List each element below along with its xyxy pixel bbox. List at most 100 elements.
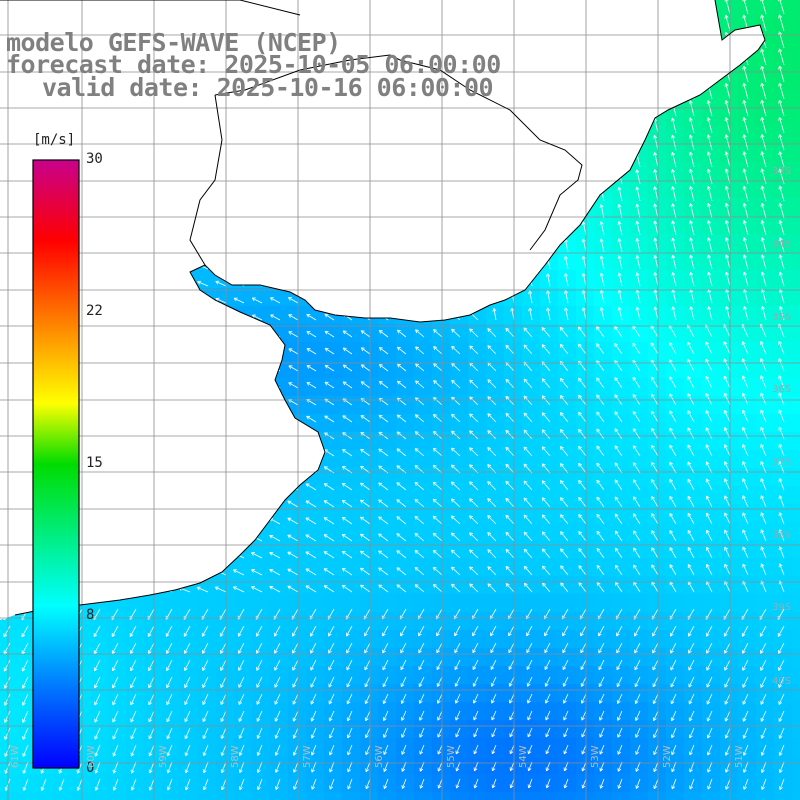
speed-cell	[684, 270, 703, 289]
speed-cell	[792, 540, 800, 559]
speed-cell	[414, 450, 433, 469]
speed-cell	[774, 684, 793, 703]
speed-cell	[792, 594, 800, 613]
speed-cell	[666, 324, 685, 343]
speed-cell	[432, 684, 451, 703]
speed-cell	[0, 774, 19, 793]
speed-cell	[504, 684, 523, 703]
speed-cell	[756, 72, 775, 91]
speed-cell	[450, 648, 469, 667]
speed-cell	[270, 756, 289, 775]
speed-cell	[630, 630, 649, 649]
speed-cell	[486, 702, 505, 721]
speed-cell	[450, 468, 469, 487]
speed-cell	[144, 594, 163, 613]
speed-cell	[396, 486, 415, 505]
speed-cell	[180, 792, 199, 800]
speed-cell	[558, 756, 577, 775]
speed-cell	[342, 756, 361, 775]
speed-cell	[234, 666, 253, 685]
speed-cell	[630, 468, 649, 487]
speed-cell	[738, 126, 757, 145]
speed-cell	[612, 288, 631, 307]
speed-cell	[594, 414, 613, 433]
speed-cell	[738, 0, 757, 19]
speed-cell	[522, 324, 541, 343]
speed-cell	[684, 648, 703, 667]
longitude-label: 52W	[662, 745, 673, 768]
speed-cell	[306, 792, 325, 800]
speed-cell	[162, 684, 181, 703]
speed-cell	[738, 342, 757, 361]
speed-cell	[558, 792, 577, 800]
speed-cell	[666, 684, 685, 703]
speed-cell	[792, 468, 800, 487]
speed-cell	[576, 414, 595, 433]
speed-cell	[360, 792, 379, 800]
speed-cell	[468, 324, 487, 343]
speed-cell	[792, 576, 800, 595]
speed-cell	[630, 486, 649, 505]
speed-cell	[738, 684, 757, 703]
speed-cell	[630, 504, 649, 523]
speed-cell	[576, 504, 595, 523]
speed-cell	[594, 360, 613, 379]
speed-cell	[684, 198, 703, 217]
speed-cell	[342, 360, 361, 379]
speed-cell	[666, 648, 685, 667]
speed-cell	[738, 270, 757, 289]
speed-cell	[270, 558, 289, 577]
speed-cell	[612, 666, 631, 685]
speed-cell	[522, 396, 541, 415]
speed-cell	[594, 666, 613, 685]
speed-cell	[612, 558, 631, 577]
speed-cell	[504, 396, 523, 415]
speed-cell	[324, 648, 343, 667]
speed-cell	[450, 756, 469, 775]
speed-cell	[324, 414, 343, 433]
speed-cell	[666, 396, 685, 415]
speed-cell	[720, 90, 739, 109]
speed-cell	[216, 630, 235, 649]
speed-cell	[630, 270, 649, 289]
speed-cell	[666, 576, 685, 595]
speed-cell	[252, 774, 271, 793]
speed-cell	[36, 774, 55, 793]
speed-cell	[450, 594, 469, 613]
speed-cell	[702, 306, 721, 325]
speed-cell	[180, 702, 199, 721]
speed-cell	[702, 594, 721, 613]
speed-cell	[306, 558, 325, 577]
speed-cell	[522, 486, 541, 505]
speed-cell	[468, 648, 487, 667]
speed-cell	[342, 594, 361, 613]
speed-cell	[792, 342, 800, 361]
speed-cell	[468, 522, 487, 541]
speed-cell	[540, 630, 559, 649]
speed-cell	[288, 540, 307, 559]
speed-cell	[522, 522, 541, 541]
speed-cell	[648, 216, 667, 235]
speed-cell	[252, 288, 271, 307]
speed-cell	[396, 774, 415, 793]
speed-cell	[324, 792, 343, 800]
wind-arrow	[724, 0, 731, 15]
speed-cell	[594, 594, 613, 613]
speed-cell	[756, 0, 775, 19]
speed-cell	[180, 756, 199, 775]
speed-cell	[648, 162, 667, 181]
speed-cell	[738, 504, 757, 523]
speed-cell	[756, 558, 775, 577]
speed-cell	[684, 252, 703, 271]
wind-arrow	[778, 14, 785, 32]
speed-cell	[756, 666, 775, 685]
speed-cell	[738, 576, 757, 595]
speed-cell	[0, 756, 19, 775]
speed-cell	[792, 738, 800, 757]
speed-cell	[144, 612, 163, 631]
speed-cell	[144, 630, 163, 649]
speed-cell	[558, 630, 577, 649]
speed-cell	[486, 468, 505, 487]
speed-cell	[324, 576, 343, 595]
